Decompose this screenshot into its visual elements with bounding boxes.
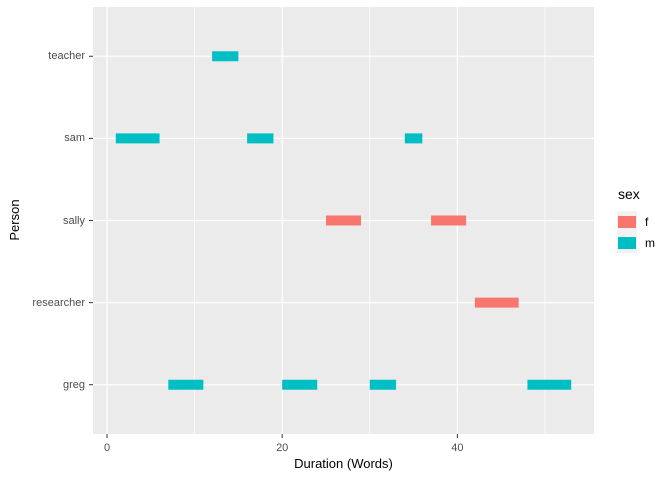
x-tick-label-0: 0: [103, 442, 111, 454]
segment-sam-1-6: [115, 133, 160, 144]
legend-entry-m: m: [617, 232, 655, 253]
segment-sally-25-29: [325, 215, 362, 226]
segment-greg-30-33: [369, 379, 397, 390]
legend-key-m: [617, 232, 637, 253]
y-tick-label-researcher: researcher: [32, 296, 85, 309]
segment-sally-37-41: [431, 215, 467, 226]
segment-teacher-12-15: [212, 51, 239, 62]
segment-greg-7-11: [168, 379, 204, 390]
segment-sam-34-36: [404, 133, 423, 144]
x-axis-title: Duration (Words): [294, 456, 393, 471]
legend-label-m: m: [645, 235, 655, 250]
legend-title: sex: [618, 186, 640, 202]
segment-researcher-42-47: [474, 297, 519, 308]
legend-swatch-m: [618, 236, 636, 249]
y-tick-label-teacher: teacher: [48, 50, 85, 63]
legend-label-f: f: [645, 214, 649, 229]
legend-entry-f: f: [617, 211, 655, 232]
segment-greg-48-53: [527, 379, 572, 390]
y-tick-label-sam: sam: [64, 132, 85, 145]
legend-key-f: [617, 211, 637, 232]
segment-greg-20-24: [282, 379, 318, 390]
y-tick-label-sally: sally: [62, 214, 85, 227]
legend-swatch-f: [618, 215, 636, 228]
y-tick-label-greg: greg: [62, 378, 85, 391]
x-tick-label-20: 20: [276, 442, 289, 454]
segment-sam-16-19: [247, 133, 274, 144]
x-tick-label-40: 40: [451, 442, 464, 454]
